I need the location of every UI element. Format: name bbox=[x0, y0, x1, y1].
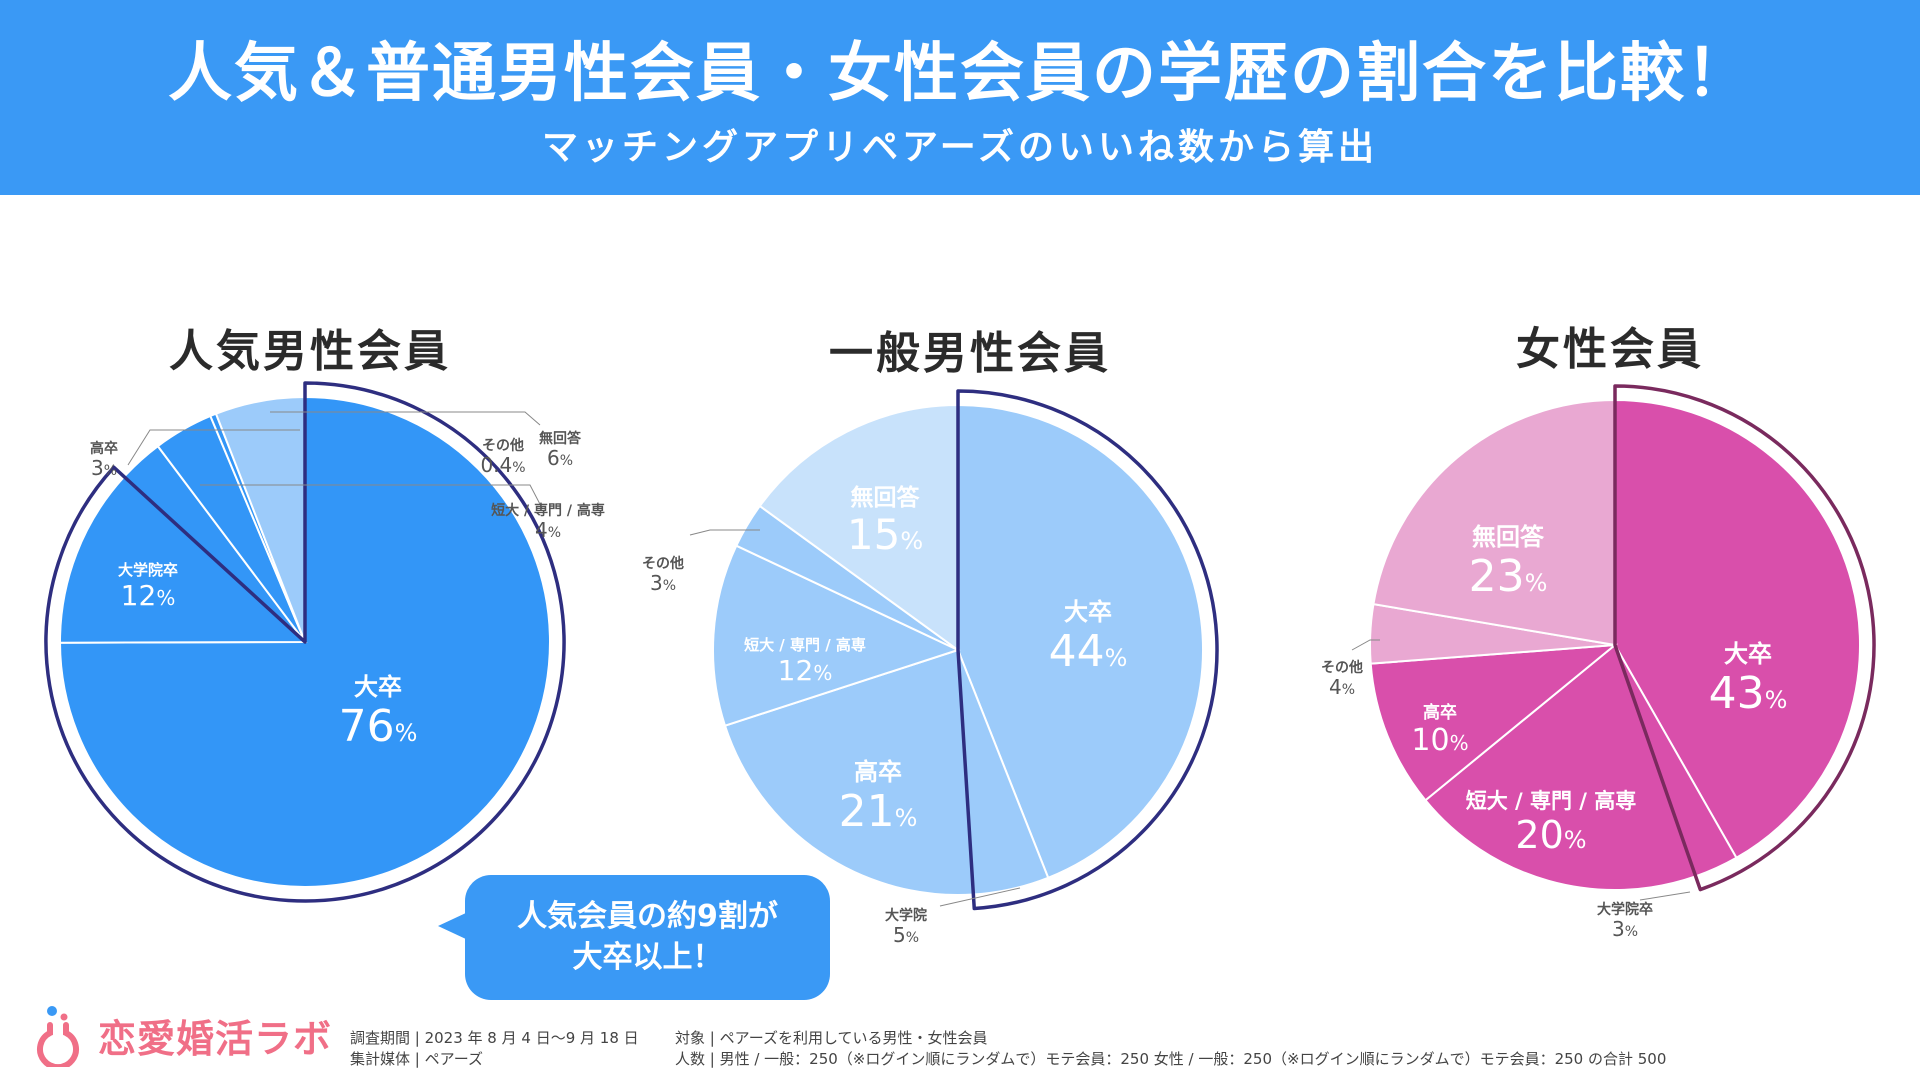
survey-count: 人数 | 男性 / 一般：250（※ログイン順にランダムで）モテ会員：250 女… bbox=[675, 1050, 1667, 1068]
slice-value-1-4: 3% bbox=[650, 571, 676, 595]
callout-line-1: 人気会員の約9割が bbox=[517, 899, 778, 934]
leader-line-2-1 bbox=[1639, 891, 1691, 901]
slice-value-2-2: 20% bbox=[1515, 813, 1586, 857]
slice-label-2-4: その他 bbox=[1321, 659, 1363, 676]
pie-slice-2-2 bbox=[1424, 643, 1697, 891]
footer-right: 対象 | ペアーズを利用している男性・女性会員 人数 | 男性 / 一般：250… bbox=[675, 1028, 1666, 1070]
slice-label-1-5: 無回答 bbox=[851, 484, 921, 511]
slice-value-1-3: 12% bbox=[778, 654, 833, 687]
pie-slice-1-3 bbox=[712, 544, 961, 727]
slice-value-2-3: 10% bbox=[1411, 723, 1468, 758]
pie-slice-2-5 bbox=[1372, 398, 1616, 647]
slice-value-1-1: 5% bbox=[893, 923, 919, 947]
slice-value-2-1: 3% bbox=[1612, 917, 1638, 941]
slice-label-1-2: 高卒 bbox=[854, 758, 902, 786]
pie-slice-2-3 bbox=[1369, 643, 1619, 802]
slice-value-1-2: 21% bbox=[839, 786, 918, 837]
pie-slice-0-0 bbox=[58, 395, 551, 888]
slice-label-2-1: 大学院卒 bbox=[1597, 901, 1653, 918]
slice-label-0-5: 無回答 bbox=[539, 430, 582, 447]
highlight-outline-0 bbox=[44, 381, 566, 903]
slice-value-0-4: 0.4% bbox=[480, 453, 525, 477]
slice-value-2-5: 23% bbox=[1469, 551, 1548, 602]
leader-line-1-1 bbox=[939, 887, 1021, 907]
slice-label-0-2: 高卒 bbox=[90, 440, 118, 457]
chart-title-general-male: 一般男性会員 bbox=[829, 328, 1111, 379]
slice-value-2-0: 43% bbox=[1709, 668, 1788, 719]
pie-slice-1-0 bbox=[957, 403, 1204, 880]
slice-label-1-0: 大卒 bbox=[1064, 598, 1112, 626]
slice-label-0-3: 短大 / 専門 / 高専 bbox=[491, 502, 605, 519]
survey-target: 対象 | ペアーズを利用している男性・女性会員 bbox=[675, 1029, 988, 1047]
highlight-outline-2 bbox=[1613, 384, 1876, 892]
page-subtitle: マッチングアプリペアーズのいいね数から算出 bbox=[541, 127, 1379, 168]
chart-title-popular-male: 人気男性会員 bbox=[169, 326, 451, 377]
slice-value-0-0: 76% bbox=[339, 701, 418, 752]
chart-title-female: 女性会員 bbox=[1516, 324, 1704, 375]
flask-icon bbox=[37, 1006, 79, 1067]
leader-line-0-3 bbox=[200, 484, 543, 509]
slice-value-1-5: 15% bbox=[847, 510, 923, 559]
highlight-outline-1 bbox=[956, 389, 1219, 911]
survey-period: 調査期間 | 2023 年 8 月 4 日〜9 月 18 日 bbox=[350, 1029, 639, 1047]
slice-label-2-3: 高卒 bbox=[1423, 702, 1457, 723]
leader-line-0-2 bbox=[127, 429, 300, 466]
survey-media: 集計媒体 | ペアーズ bbox=[350, 1050, 483, 1068]
slice-label-1-3: 短大 / 専門 / 高専 bbox=[744, 636, 866, 654]
callout-tail bbox=[438, 912, 468, 940]
pie-slice-2-0 bbox=[1614, 398, 1862, 860]
slice-label-2-2: 短大 / 専門 / 高専 bbox=[1466, 789, 1637, 813]
brand-logo: 恋愛婚活ラボ bbox=[30, 1000, 332, 1070]
slice-label-0-4: その他 bbox=[482, 437, 524, 454]
slice-label-0-0: 大卒 bbox=[354, 673, 402, 701]
slice-value-0-1: 12% bbox=[121, 579, 176, 612]
pie-slice-1-5 bbox=[758, 403, 959, 652]
callout-bubble: 人気会員の約9割が 大卒以上！ bbox=[465, 875, 830, 1000]
page-title: 人気＆普通男性会員・女性会員の学歴の割合を比較！ bbox=[168, 37, 1752, 111]
callout-line-2: 大卒以上！ bbox=[572, 939, 723, 975]
slice-value-0-5: 6% bbox=[547, 446, 573, 470]
header-banner: 人気＆普通男性会員・女性会員の学歴の割合を比較！ マッチングアプリペアーズのいい… bbox=[0, 0, 1920, 195]
slice-value-2-4: 4% bbox=[1329, 675, 1355, 699]
pie-slice-1-2 bbox=[723, 648, 975, 896]
leader-line-0-5 bbox=[270, 411, 541, 426]
slice-value-0-3: 4% bbox=[535, 518, 561, 542]
footer-left: 調査期間 | 2023 年 8 月 4 日〜9 月 18 日 集計媒体 | ペア… bbox=[350, 1028, 639, 1070]
leader-line-1-4 bbox=[689, 529, 760, 536]
pie-slice-0-1 bbox=[58, 475, 308, 644]
slice-label-2-5: 無回答 bbox=[1472, 523, 1545, 551]
leader-line-2-4 bbox=[1351, 639, 1380, 651]
slice-value-1-0: 44% bbox=[1049, 626, 1128, 677]
slice-label-1-1: 大学院 bbox=[885, 907, 927, 924]
slice-value-0-2: 3% bbox=[91, 456, 117, 480]
brand-name: 恋愛婚活ラボ bbox=[98, 1016, 333, 1061]
slice-label-2-0: 大卒 bbox=[1724, 640, 1772, 668]
slice-label-1-4: その他 bbox=[642, 555, 684, 572]
slice-label-0-1: 大学院卒 bbox=[118, 561, 178, 579]
